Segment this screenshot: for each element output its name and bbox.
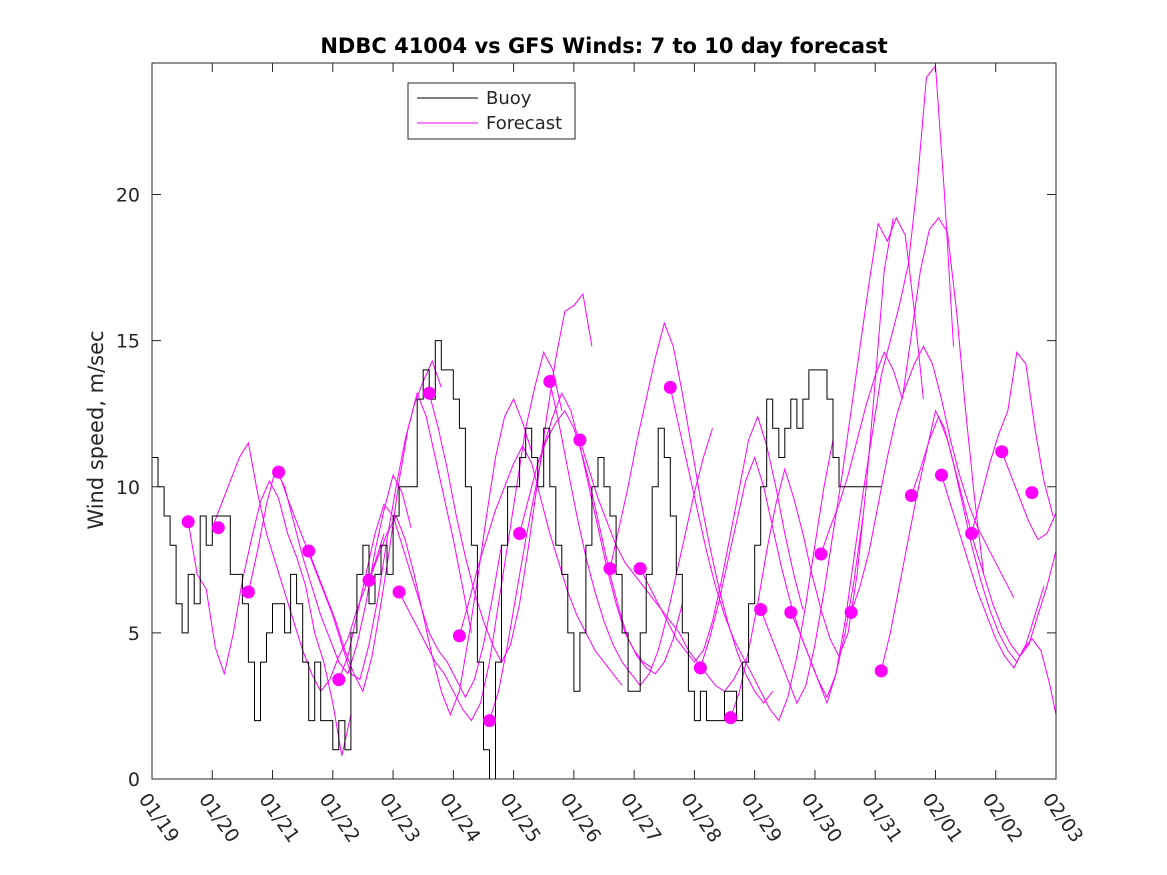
forecast-line-9 [428, 292, 593, 664]
forecast-marker-22 [814, 547, 828, 561]
plot-area [152, 63, 1056, 779]
chart-title: NDBC 41004 vs GFS Winds: 7 to 10 day for… [320, 34, 887, 58]
forecast-marker-16 [633, 562, 647, 576]
legend-buoy-label: Buoy [486, 88, 532, 109]
legend-box [407, 82, 576, 140]
forecast-line-5 [308, 391, 472, 693]
legend-forecast-label: Forecast [486, 113, 562, 134]
y-tick-label-15: 15 [116, 331, 140, 353]
forecast-line-10 [458, 444, 623, 686]
forecast-marker-2 [211, 521, 225, 535]
y-axis-label: Wind speed, m/sec [84, 330, 108, 529]
y-tick-label-10: 10 [116, 477, 140, 499]
forecast-line-16 [639, 415, 804, 663]
forecast-line-12 [519, 409, 683, 675]
forecast-marker-20 [754, 603, 768, 616]
y-tick-label-0: 0 [128, 769, 140, 791]
forecast-line-25 [910, 415, 1056, 658]
forecast-marker-25 [904, 489, 918, 502]
forecast-marker-8 [392, 585, 406, 599]
forecast-line-8 [398, 350, 563, 722]
forecast-marker-1 [181, 515, 195, 529]
forecast-marker-26 [935, 468, 948, 482]
y-tick-label-5: 5 [128, 623, 140, 645]
forecast-marker-28 [995, 445, 1009, 459]
forecast-marker-13 [543, 375, 557, 388]
forecast-marker-4 [272, 465, 286, 479]
forecast-marker-14 [573, 433, 587, 447]
marker-layer [181, 375, 1039, 728]
forecast-marker-17 [663, 380, 677, 394]
forecast-marker-7 [362, 573, 376, 587]
forecast-marker-9 [422, 386, 436, 400]
forecast-marker-15 [603, 562, 617, 576]
forecast-line-27 [971, 351, 1054, 534]
forecast-marker-5 [302, 544, 316, 558]
forecast-line-2 [211, 441, 385, 693]
forecast-line-26 [941, 474, 1056, 715]
forecast-line-28 [1001, 451, 1056, 541]
forecast-marker-24 [874, 664, 888, 678]
forecast-marker-19 [724, 711, 738, 725]
plot-frame [151, 62, 1057, 780]
forecast-line-1 [187, 479, 352, 756]
forecast-marker-6 [332, 673, 346, 687]
forecast-marker-23 [844, 605, 858, 619]
forecast-line-23 [850, 345, 1015, 613]
forecast-line-21 [790, 64, 954, 705]
forecast-line-13 [549, 381, 713, 687]
forecast-line-17 [669, 387, 834, 722]
forecast-marker-27 [965, 527, 979, 540]
forecast-marker-21 [784, 605, 798, 619]
forecast-marker-11 [483, 714, 496, 728]
forecast-marker-29 [1025, 486, 1039, 500]
y-tick-label-20: 20 [116, 185, 140, 207]
forecast-marker-3 [241, 585, 255, 599]
forecast-line-22 [820, 217, 985, 575]
forecast-marker-10 [452, 629, 466, 643]
legend: Buoy Forecast [407, 82, 576, 140]
forecast-line-15 [609, 321, 774, 704]
buoy-line [152, 340, 882, 779]
forecast-line-20 [760, 216, 924, 705]
forecast-marker-12 [513, 527, 527, 540]
forecast-marker-18 [693, 661, 707, 675]
